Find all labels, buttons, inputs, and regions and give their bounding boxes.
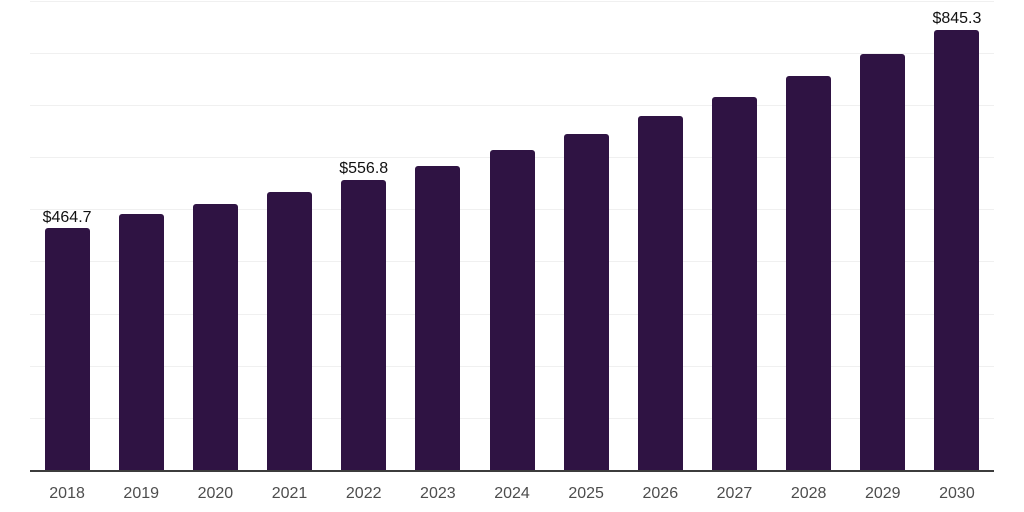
bar-2020 (192, 204, 238, 471)
gridline-800 (30, 52, 994, 54)
value-label-2018: $464.7 (42, 208, 92, 226)
bar-2022 (341, 180, 387, 471)
bar-2026 (637, 116, 683, 471)
bar-2019 (118, 213, 164, 471)
x-tick-2030: 2030 (939, 485, 975, 502)
x-tick-2026: 2026 (642, 485, 679, 502)
x-tick-2027: 2027 (716, 485, 753, 502)
gridline-900 (30, 0, 994, 2)
x-tick-2020: 2020 (197, 485, 234, 502)
x-tick-2023: 2023 (420, 485, 456, 502)
bar-2025 (563, 134, 609, 471)
x-tick-2018: 2018 (49, 485, 85, 502)
x-tick-2021: 2021 (271, 485, 308, 502)
x-axis: 2018 2019 2020 2021 2022 2023 2024 2025 2026 2027… (30, 484, 994, 508)
x-tick-2019: 2019 (123, 485, 160, 502)
gridline-700 (30, 104, 994, 106)
bar-2018 (44, 228, 90, 471)
x-tick-2024: 2024 (494, 485, 530, 502)
bar-2029 (860, 54, 906, 471)
x-tick-2022: 2022 (345, 485, 382, 502)
x-tick-2029: 2029 (864, 485, 901, 502)
x-axis-line (30, 470, 994, 472)
value-label-2022: $556.8 (339, 160, 389, 178)
plot-area: $464.7 $556.8 $845.3 (30, 0, 994, 471)
bar-2023 (415, 165, 461, 471)
bar-2024 (489, 150, 535, 471)
bar-2021 (267, 192, 313, 471)
x-tick-2028: 2028 (790, 485, 827, 502)
bar-2028 (786, 76, 832, 471)
bar-2027 (711, 97, 757, 471)
x-tick-2025: 2025 (568, 485, 604, 502)
value-label-2030: $845.3 (932, 9, 982, 27)
bar-2030 (934, 29, 980, 471)
